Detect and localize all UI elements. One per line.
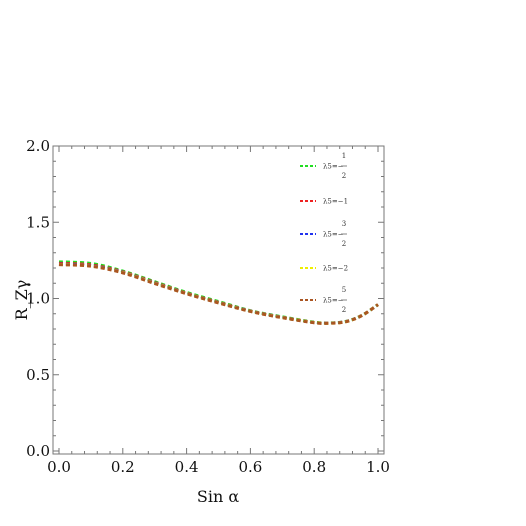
legend-label-numerator: 5 [342,286,346,294]
legend-label: λ5=− [323,231,344,239]
legend-label: λ5=− [323,297,344,305]
legend-label: λ5=−2 [323,265,348,273]
x-tick-label: 0.8 [302,458,326,476]
y-tick-label: 1.0 [26,290,50,308]
legend-label-denominator: 2 [342,306,346,314]
x-tick-label: 1.0 [366,458,390,476]
x-tick-label: 0.0 [47,458,71,476]
y-tick-label: 0.5 [26,366,50,384]
series-line-5 [58,263,379,325]
x-axis-title: Sin α [197,487,239,506]
axis-tick-labels: 0.0 0.2 0.4 0.6 0.8 1.0 0.0 0.5 1.0 1.5 2.0 [26,137,390,476]
legend-label-numerator: 1 [342,152,346,160]
x-tick-label: 0.2 [111,458,135,476]
y-tick-label: 2.0 [26,137,50,155]
y-tick-label: 1.5 [26,213,50,231]
y-tick-label: 0.0 [26,442,50,460]
y-axis-title: R_Zγ [12,280,31,321]
x-tick-label: 0.6 [238,458,262,476]
legend-label-denominator: 2 [342,172,346,180]
series-lines [58,260,379,325]
series-line-4 [58,262,379,325]
series-line-3 [58,262,379,325]
axis-ticks [53,145,384,454]
legend-label-numerator: 3 [342,220,346,228]
x-tick-label: 0.4 [175,458,199,476]
legend-label: λ5=− [323,163,344,171]
plot-frame [52,145,385,455]
legend-label-denominator: 2 [342,240,346,248]
legend-label: λ5=−1 [323,198,348,206]
